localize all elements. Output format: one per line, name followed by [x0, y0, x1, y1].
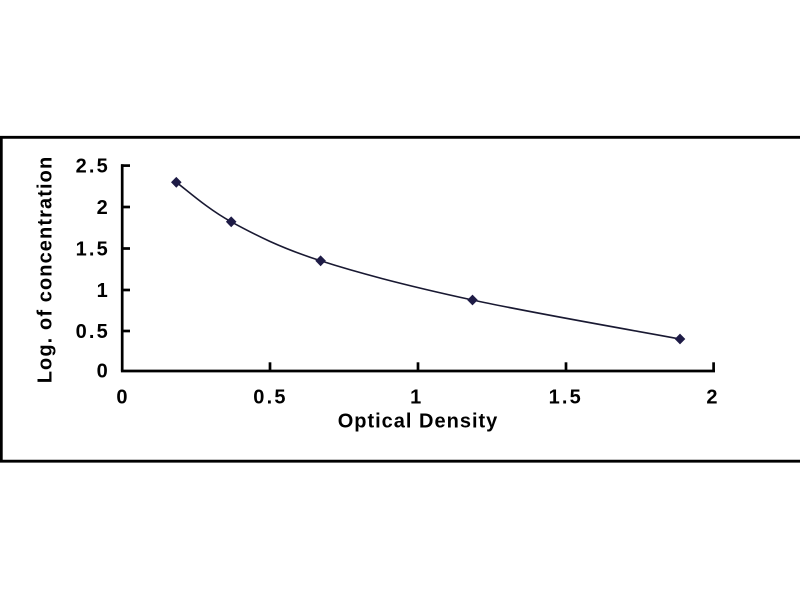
svg-text:0: 0	[116, 386, 129, 408]
svg-text:1: 1	[97, 280, 110, 302]
svg-text:1: 1	[410, 386, 423, 408]
svg-text:Log. of concentration: Log. of concentration	[35, 156, 57, 384]
svg-text:0: 0	[97, 361, 110, 383]
svg-text:Optical Density: Optical Density	[338, 410, 499, 432]
svg-text:2.5: 2.5	[76, 156, 110, 178]
svg-text:2: 2	[97, 197, 110, 219]
svg-text:0.5: 0.5	[76, 321, 110, 343]
svg-text:1.5: 1.5	[76, 239, 110, 261]
svg-text:1.5: 1.5	[549, 386, 583, 408]
svg-text:2: 2	[706, 386, 719, 408]
svg-text:0.5: 0.5	[253, 386, 287, 408]
